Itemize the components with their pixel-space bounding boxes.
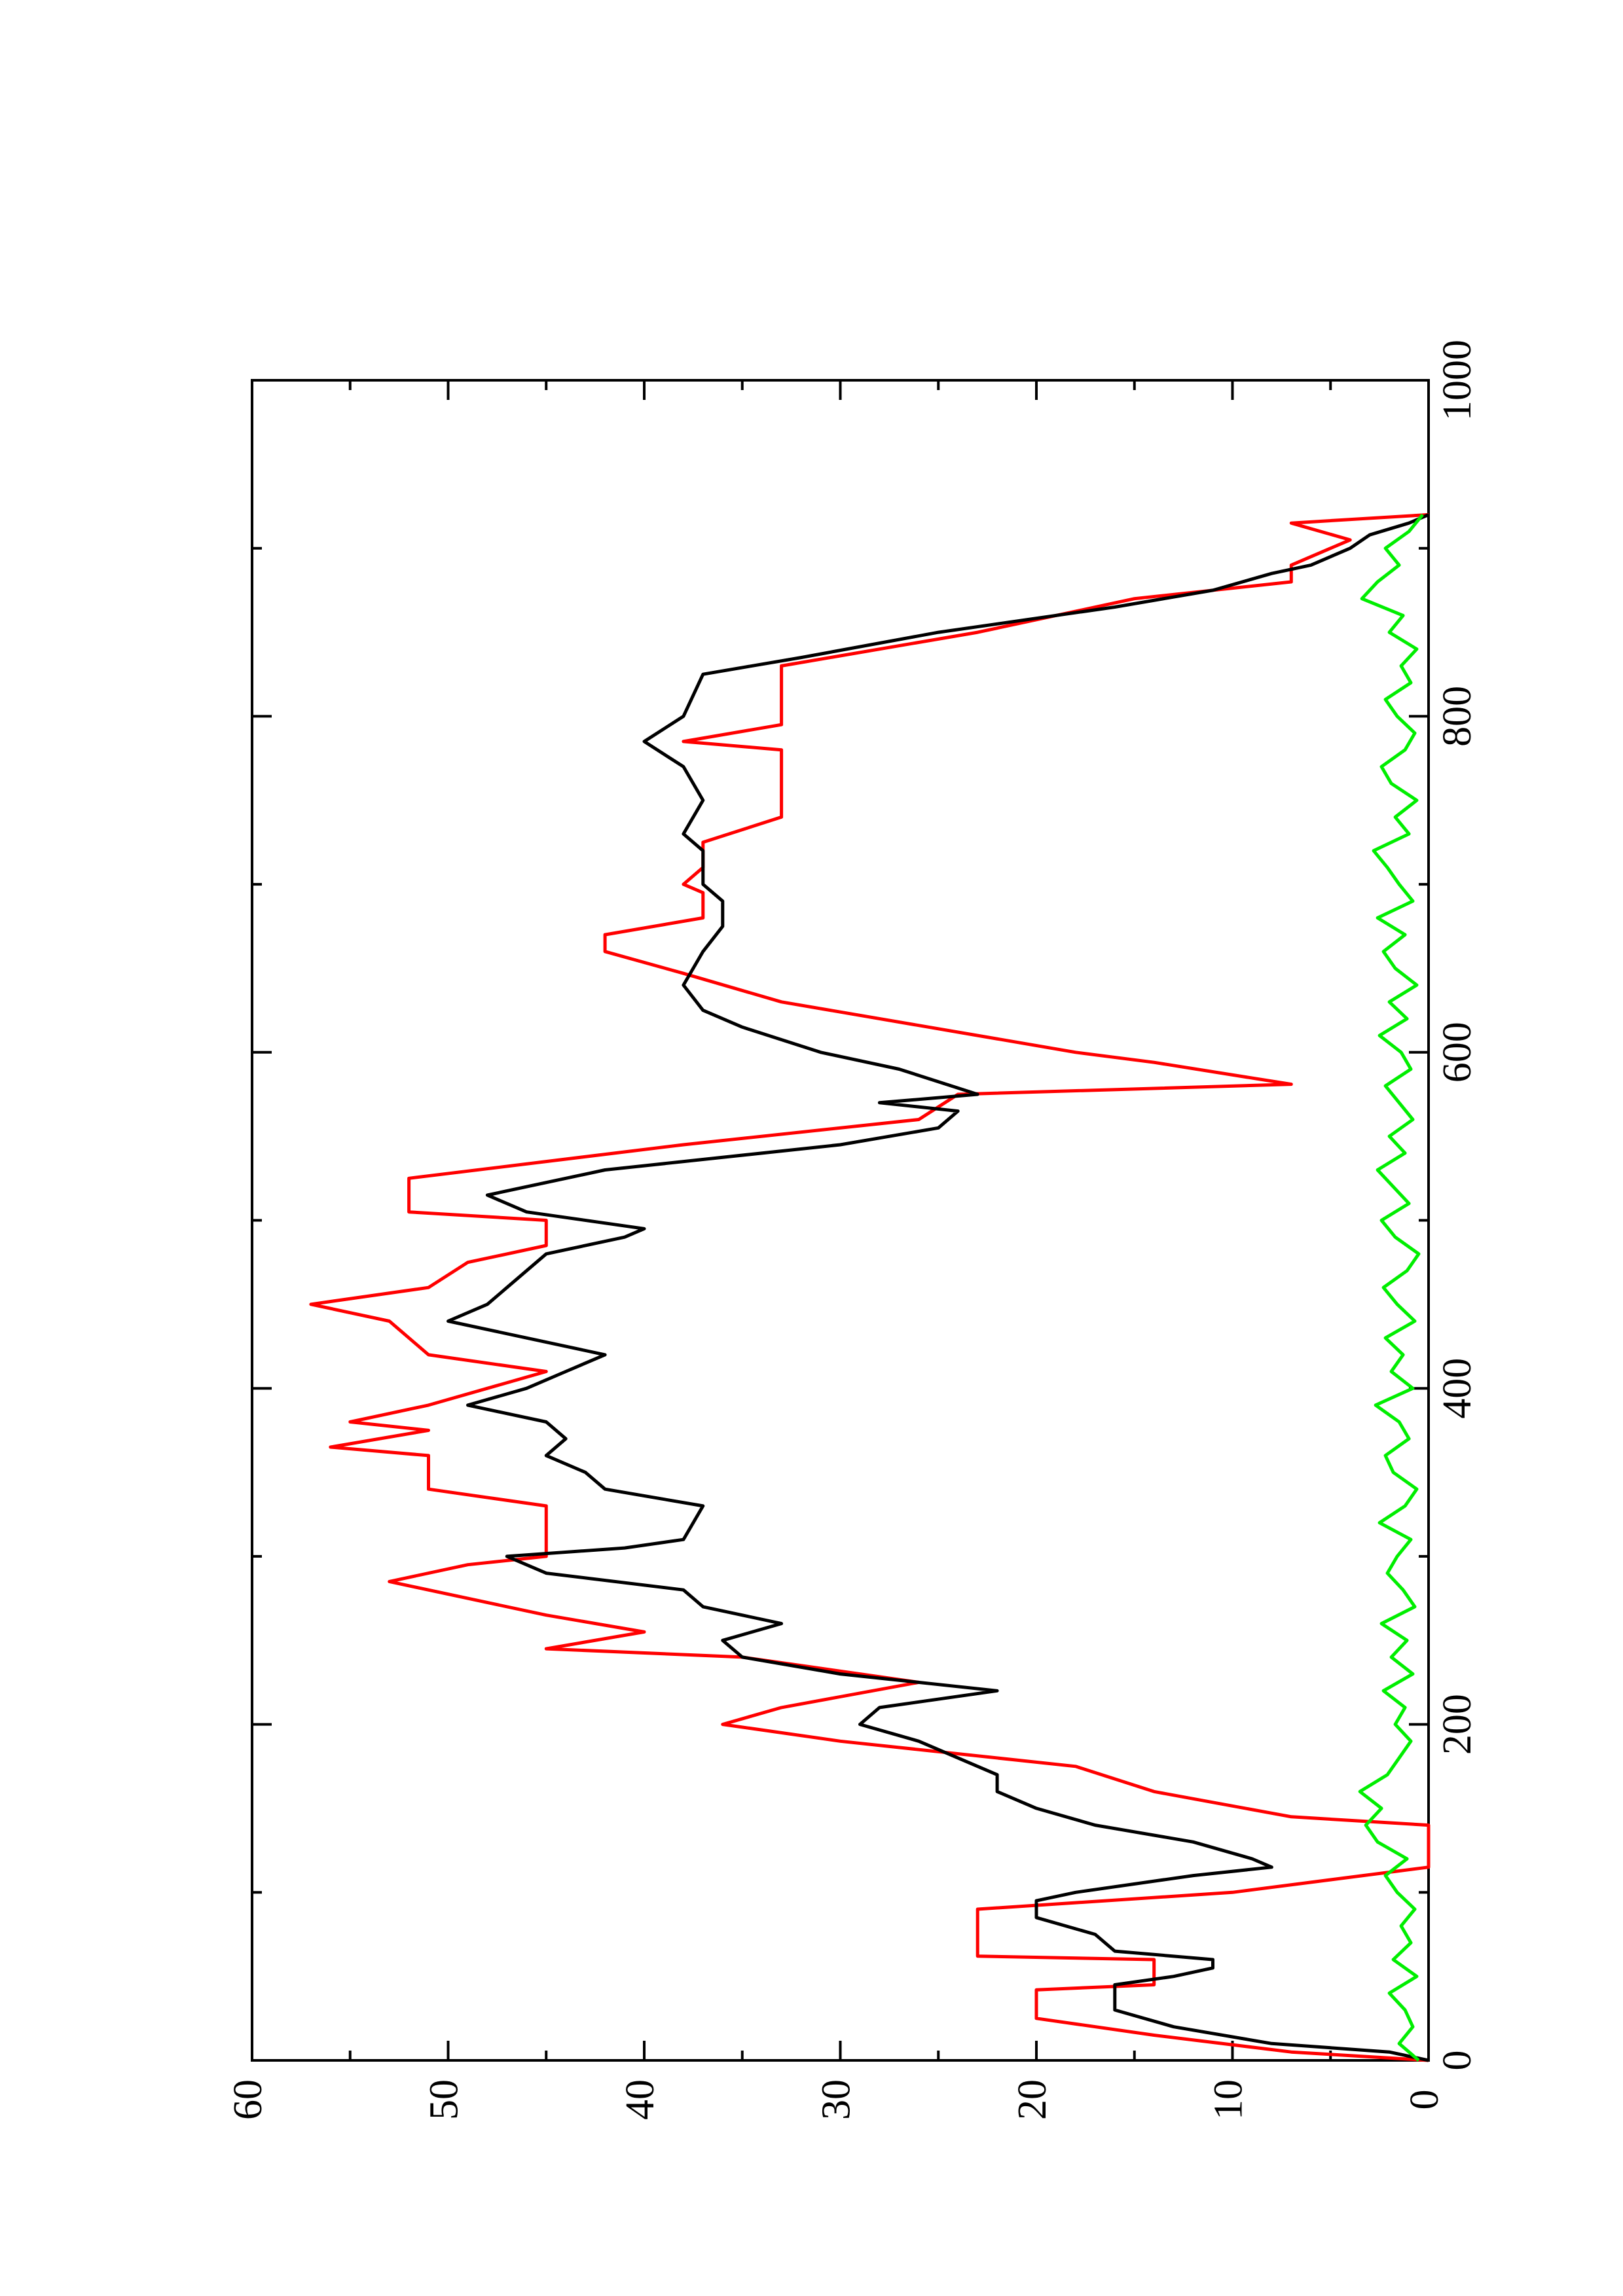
y-tick-label: 10 [1207, 2079, 1251, 2120]
x-tick-label: 0 [1435, 2051, 1480, 2071]
y-tick-label: 40 [618, 2079, 663, 2120]
x-tick-label: 200 [1435, 1694, 1480, 1755]
series-line [309, 512, 1431, 2062]
x-tick-label: 400 [1435, 1358, 1480, 1419]
y-tick-label: 30 [814, 2079, 859, 2120]
series-line [447, 513, 1429, 2062]
x-tick-label: 800 [1435, 686, 1480, 747]
y-tick-label: 50 [422, 2079, 467, 2120]
series-line [1358, 513, 1424, 2062]
x-tick-label: 600 [1435, 1022, 1480, 1083]
y-tick-label: 60 [226, 2079, 270, 2120]
y-tick-label: 20 [1010, 2079, 1055, 2120]
x-tick-label: 1000 [1435, 340, 1480, 421]
y-tick-label: 0 [1402, 2090, 1447, 2110]
